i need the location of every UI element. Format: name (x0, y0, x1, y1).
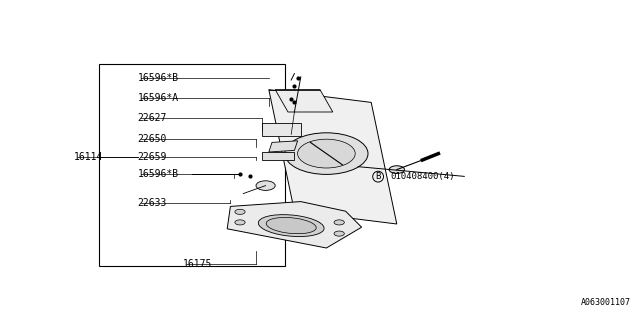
Text: 16596*A: 16596*A (138, 92, 179, 103)
Bar (262, 123, 301, 136)
Polygon shape (269, 141, 298, 152)
Text: B: B (376, 172, 381, 181)
Ellipse shape (266, 218, 316, 234)
Text: 22633: 22633 (138, 198, 167, 208)
Text: A063001107: A063001107 (580, 298, 630, 307)
Polygon shape (227, 202, 362, 248)
Polygon shape (275, 90, 333, 112)
Text: 16114: 16114 (74, 152, 103, 162)
Circle shape (334, 220, 344, 225)
Circle shape (334, 231, 344, 236)
Ellipse shape (259, 215, 324, 236)
Text: 16175: 16175 (182, 259, 212, 269)
Circle shape (256, 181, 275, 190)
Text: 16596*B: 16596*B (138, 169, 179, 180)
Circle shape (235, 209, 245, 214)
Circle shape (389, 166, 404, 173)
Circle shape (298, 139, 355, 168)
Bar (99, 64, 285, 266)
Circle shape (235, 220, 245, 225)
Text: 22650: 22650 (138, 134, 167, 144)
Polygon shape (269, 90, 397, 224)
Text: 16596*B: 16596*B (138, 73, 179, 84)
Text: 010408400(4): 010408400(4) (390, 172, 455, 181)
Text: 22659: 22659 (138, 152, 167, 162)
Circle shape (285, 133, 368, 174)
Text: 22627: 22627 (138, 113, 167, 124)
Bar (262, 152, 294, 160)
